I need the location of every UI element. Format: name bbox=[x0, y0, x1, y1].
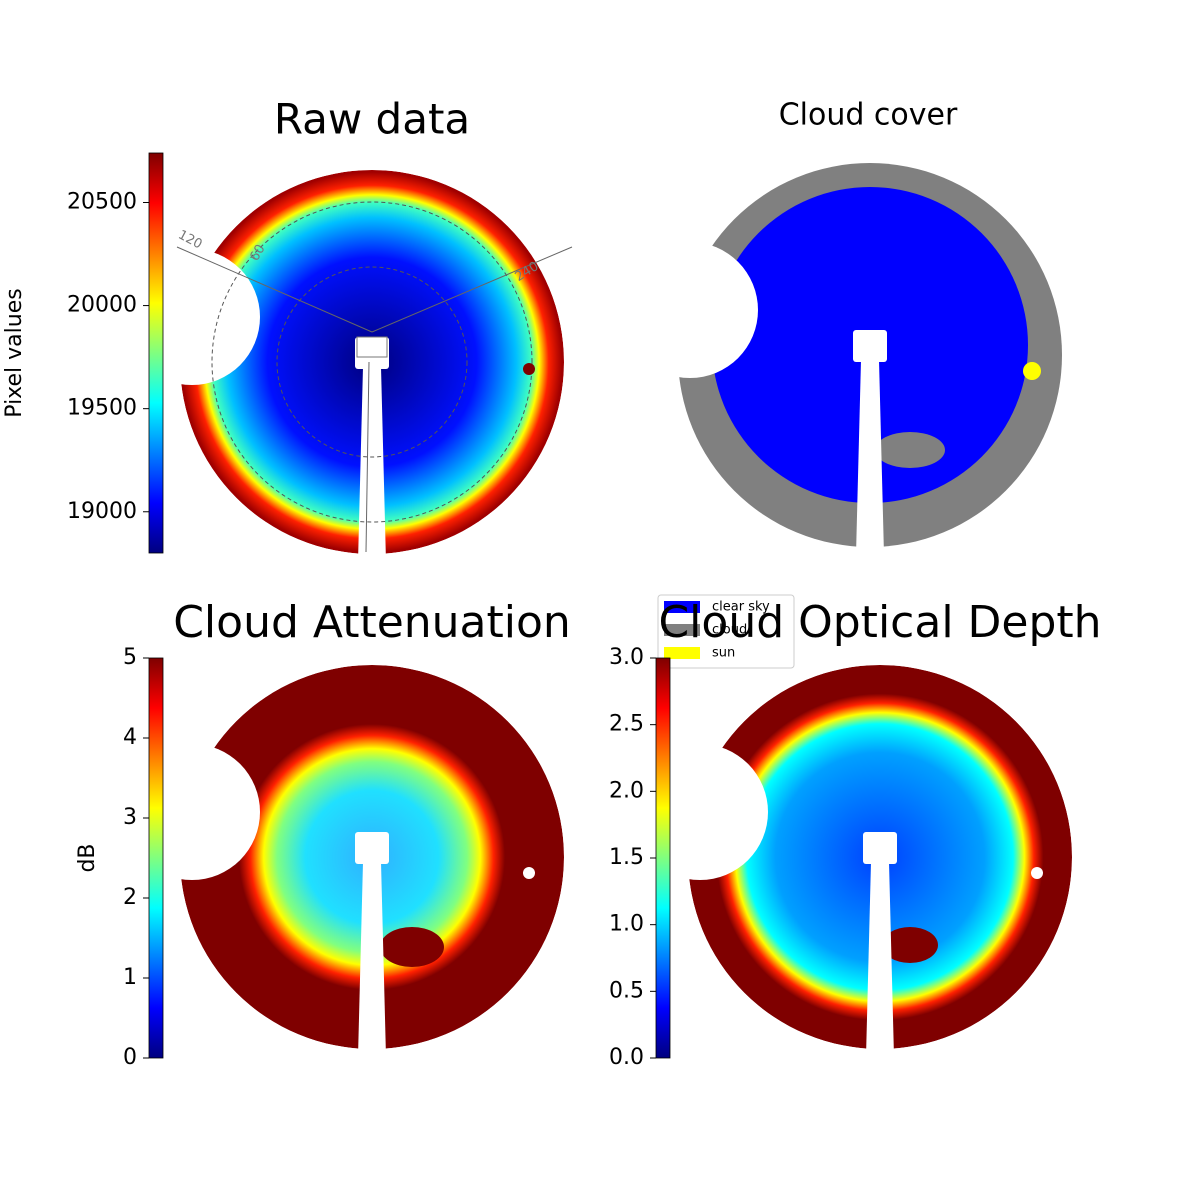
colorbar-tick-label: 1.5 bbox=[609, 845, 644, 870]
legend-label: cloud bbox=[712, 623, 747, 638]
colorbar-tick-label: 2.5 bbox=[609, 712, 644, 737]
cloud-cover-image bbox=[670, 155, 1070, 555]
colorbar bbox=[148, 152, 164, 554]
panel-title: Cloud Optical Depth bbox=[658, 597, 1101, 648]
colorbar-label: Pixel values bbox=[2, 288, 27, 417]
colorbar-tick-label: 0 bbox=[123, 1045, 137, 1070]
colorbar-tick-label: 3 bbox=[123, 805, 137, 830]
colorbar-tick-label: 4 bbox=[123, 725, 137, 750]
legend-swatch bbox=[664, 624, 700, 636]
panel-title: Cloud cover bbox=[779, 98, 958, 133]
attenuation-image bbox=[180, 665, 564, 1049]
colorbar-tick-label: 1.0 bbox=[609, 912, 644, 937]
legend-label: sun bbox=[712, 646, 735, 661]
raw-image bbox=[176, 170, 573, 554]
colorbar-tick-label: 1 bbox=[123, 965, 137, 990]
colorbar-tick-label: 20500 bbox=[67, 189, 137, 214]
colorbar bbox=[655, 657, 671, 1059]
legend-swatch bbox=[664, 647, 700, 659]
colorbar-tick-label: 20000 bbox=[67, 293, 137, 318]
colorbar-tick-label: 19000 bbox=[67, 499, 137, 524]
colorbar-tick-label: 2.0 bbox=[609, 778, 644, 803]
colorbar-tick-label: 0.0 bbox=[609, 1045, 644, 1070]
optical-depth-image bbox=[688, 665, 1072, 1049]
legend-label: clear sky bbox=[712, 600, 770, 615]
colorbar-label: dB bbox=[75, 843, 100, 872]
legend-swatch bbox=[664, 601, 700, 613]
colorbar-tick-label: 0.5 bbox=[609, 978, 644, 1003]
colorbar-tick-label: 19500 bbox=[67, 396, 137, 421]
colorbar-tick-label: 2 bbox=[123, 885, 137, 910]
panel-title: Raw data bbox=[274, 95, 470, 144]
colorbar-tick-label: 5 bbox=[123, 645, 137, 670]
azimuth-label: 60 bbox=[247, 242, 268, 264]
colorbar-tick-label: 3.0 bbox=[609, 645, 644, 670]
colorbar bbox=[148, 657, 164, 1059]
panel-title: Cloud Attenuation bbox=[173, 597, 571, 648]
